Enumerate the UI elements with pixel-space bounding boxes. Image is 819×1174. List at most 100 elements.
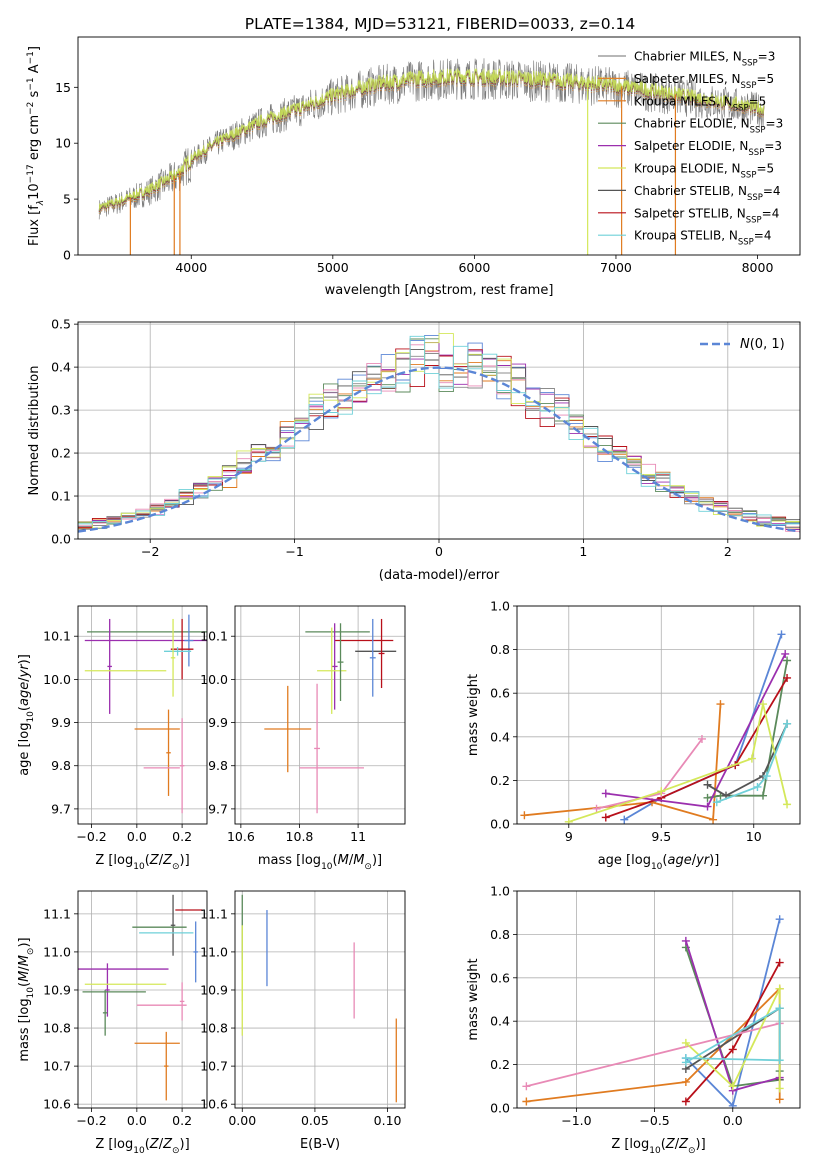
- y-tick-label: 10.9: [43, 982, 71, 997]
- series-marker: [601, 789, 610, 798]
- series-marker: [775, 1084, 784, 1093]
- series-marker: [681, 1038, 690, 1047]
- series-marker: [781, 649, 790, 658]
- y-tick-label: 0.4: [51, 360, 71, 375]
- x-tick-label: 10.6: [227, 829, 255, 844]
- series-marker: [520, 811, 529, 820]
- axes-frame: [77, 890, 208, 1109]
- legend-entry: N(0, 1): [740, 337, 785, 352]
- series-marker: [759, 791, 768, 800]
- series-line: [568, 703, 788, 823]
- x-axis-label: age [log10(age/yr)]: [598, 853, 720, 872]
- x-tick-label: 0.2: [172, 829, 192, 844]
- y-tick-label: 10.9: [200, 982, 228, 997]
- x-tick-label: 9: [565, 829, 573, 844]
- y-tick-label: 9.9: [51, 715, 71, 730]
- series-marker: [601, 813, 610, 822]
- x-tick-label: 8000: [742, 260, 774, 275]
- y-tick-label: 9.7: [208, 801, 228, 816]
- series-marker: [775, 1095, 784, 1104]
- spectrum-legend: Chabrier MILES, NSSP=3 Salpeter MILES, NS…: [598, 50, 783, 248]
- x-tick-label: 10.8: [286, 829, 314, 844]
- errorbar-point: [170, 618, 194, 680]
- y-tick-label: 11.1: [200, 906, 228, 921]
- y-tick-label: 0.2: [490, 1057, 510, 1072]
- series-line: [707, 723, 788, 797]
- y-tick-label: 10.6: [43, 1097, 71, 1112]
- errorbar-point: [170, 894, 176, 956]
- series-line: [685, 1006, 781, 1064]
- y-tick-label: 0.0: [51, 532, 71, 547]
- y-tick-label: 0.8: [490, 927, 510, 942]
- y-tick-label: 0.4: [490, 729, 510, 744]
- y-tick-label: 10.6: [200, 1097, 228, 1112]
- legend-entry: Kroupa ELODIE, NSSP=5: [634, 162, 774, 181]
- plot-area-age_vs_Z: [84, 614, 207, 814]
- histogram-step: [78, 352, 800, 528]
- series-line: [605, 677, 788, 819]
- errorbar-point: [264, 685, 312, 773]
- axes-frame: [516, 605, 801, 825]
- x-tick-label: 0.05: [301, 1113, 329, 1128]
- series-marker: [681, 1097, 690, 1106]
- series-marker: [681, 1058, 690, 1067]
- series-line: [716, 723, 788, 804]
- y-tick-label: 10: [55, 136, 71, 151]
- series-marker: [775, 1056, 784, 1065]
- errorbar-point: [337, 623, 344, 701]
- mass-weight-series: [564, 700, 792, 824]
- series-marker: [747, 754, 756, 763]
- series-marker: [759, 700, 768, 709]
- errorbar-point: [179, 982, 185, 1021]
- y-axis-label: age [log10(age/yr)]: [17, 654, 36, 776]
- y-tick-label: 1.0: [490, 884, 510, 899]
- y-tick-label: 10.8: [43, 1021, 71, 1036]
- x-tick-label: 7000: [600, 260, 632, 275]
- panel-mass_weight_vs_age: 9 9.5 10 0.0 0.2 0.4 0.6 0.8 1.0 age [log10(age/y…: [466, 599, 801, 872]
- plot-area-mass_weight_vs_Z: [522, 915, 784, 1108]
- y-tick-label: 0.1: [51, 489, 71, 504]
- series-marker: [703, 780, 712, 789]
- series-marker: [681, 936, 690, 945]
- y-tick-label: 9.7: [51, 801, 71, 816]
- y-tick-label: 10.7: [43, 1059, 71, 1074]
- axes-frame: [516, 890, 801, 1109]
- series-marker: [728, 1045, 737, 1054]
- axes-frame: [77, 605, 208, 825]
- y-tick-label: 11.0: [200, 944, 228, 959]
- figure-title: PLATE=1384, MJD=53121, FIBERID=0033, z=0…: [245, 15, 635, 33]
- plot-area-mass_vs_EBV: [241, 894, 397, 1103]
- errorbar-point: [314, 683, 320, 814]
- series-marker: [657, 787, 666, 796]
- x-tick-label: 4000: [175, 260, 207, 275]
- mass-weight-series: [681, 1004, 784, 1067]
- errorbar-point: [164, 1031, 169, 1101]
- normal-reference-line: [78, 366, 800, 533]
- mass-weight-series: [712, 719, 792, 807]
- y-tick-label: 10.0: [43, 672, 71, 687]
- panel-age_vs_Z: −0.2 0.0 0.2 9.7 9.8 9.9 10.0 10.1 Z [log10(Z/Z⊙…: [17, 605, 208, 872]
- x-axis-label: E(B-V): [300, 1137, 340, 1152]
- y-tick-label: 0.3: [51, 403, 71, 418]
- x-axis-label: Z [log10(Z/Z⊙)]: [95, 1137, 189, 1156]
- errorbar-point: [166, 709, 171, 796]
- series-marker: [775, 1004, 784, 1013]
- x-axis-label: Z [log10(Z/Z⊙)]: [95, 853, 189, 872]
- axes-frame: [77, 36, 801, 256]
- legend-entry: Chabrier MILES, NSSP=3: [634, 50, 775, 69]
- x-tick-label: 11: [350, 829, 366, 844]
- errorbar-point: [369, 618, 376, 697]
- errorbar-point: [170, 618, 176, 697]
- x-tick-label: −0.2: [76, 1113, 106, 1128]
- x-tick-label: 9.5: [651, 829, 671, 844]
- errorbar-point: [317, 627, 347, 714]
- y-tick-label: 0.6: [490, 970, 510, 985]
- plot-area-histogram: [78, 333, 800, 533]
- series-marker: [762, 772, 771, 781]
- series-marker: [775, 958, 784, 967]
- panel-age_vs_mass: 10.6 10.8 11 9.7 9.8 9.9 10.0 10.1 mass [log10(M…: [200, 605, 406, 872]
- plot-area-age_vs_mass: [264, 618, 397, 814]
- y-tick-label: 0.5: [51, 317, 71, 332]
- series-marker: [783, 673, 792, 682]
